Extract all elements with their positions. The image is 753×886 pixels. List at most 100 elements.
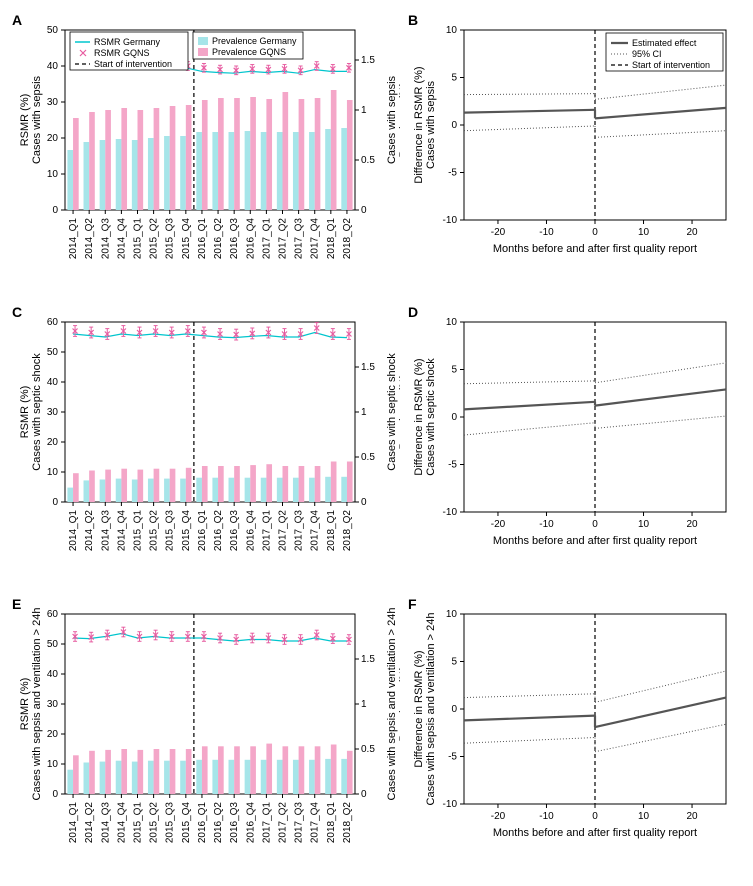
- svg-text:2015_Q4: 2015_Q4: [181, 510, 192, 552]
- svg-text:2015_Q3: 2015_Q3: [165, 802, 176, 844]
- svg-text:Prevalence GQNS: Prevalence GQNS: [212, 47, 286, 57]
- svg-text:5: 5: [451, 365, 457, 376]
- svg-text:2014_Q1: 2014_Q1: [68, 510, 79, 552]
- svg-text:Difference in RSMR (%): Difference in RSMR (%): [413, 650, 425, 767]
- svg-text:Months before and after first: Months before and after first quality re…: [493, 243, 697, 255]
- svg-text:-20: -20: [491, 519, 506, 530]
- svg-text:2017_Q4: 2017_Q4: [310, 510, 321, 552]
- svg-text:Cases with septic shock: Cases with septic shock: [386, 353, 398, 471]
- svg-text:40: 40: [47, 377, 59, 388]
- svg-text:30: 30: [47, 699, 59, 710]
- svg-text:RSMR (%): RSMR (%): [19, 94, 31, 147]
- svg-text:Cases with sepsis: Cases with sepsis: [31, 75, 43, 164]
- svg-text:10: 10: [446, 25, 458, 36]
- svg-text:60: 60: [47, 609, 59, 620]
- svg-text:2015_Q4: 2015_Q4: [181, 802, 192, 844]
- svg-text:Start of intervention: Start of intervention: [94, 59, 172, 69]
- svg-text:0: 0: [361, 789, 367, 800]
- svg-text:20: 20: [686, 519, 698, 530]
- svg-text:-10: -10: [443, 215, 458, 226]
- svg-text:2016_Q3: 2016_Q3: [229, 510, 240, 552]
- svg-text:2017_Q2: 2017_Q2: [278, 802, 289, 844]
- svg-text:10: 10: [47, 759, 59, 770]
- svg-text:40: 40: [47, 669, 59, 680]
- svg-text:-10: -10: [539, 811, 554, 822]
- svg-text:2016_Q1: 2016_Q1: [197, 510, 208, 552]
- svg-text:2015_Q2: 2015_Q2: [149, 218, 160, 260]
- panel-label: A: [12, 12, 22, 28]
- svg-text:2015_Q3: 2015_Q3: [165, 218, 176, 260]
- svg-text:2017_Q3: 2017_Q3: [294, 802, 305, 844]
- svg-text:2014_Q3: 2014_Q3: [100, 510, 111, 552]
- svg-text:RSMR (%): RSMR (%): [19, 386, 31, 439]
- svg-text:20: 20: [686, 811, 698, 822]
- svg-text:0: 0: [592, 811, 598, 822]
- svg-text:2016_Q4: 2016_Q4: [245, 510, 256, 552]
- svg-text:0: 0: [361, 205, 367, 216]
- svg-text:Cases with sepsis: Cases with sepsis: [386, 75, 398, 164]
- svg-text:1: 1: [361, 407, 367, 418]
- svg-text:5: 5: [451, 657, 457, 668]
- svg-text:2015_Q2: 2015_Q2: [149, 802, 160, 844]
- svg-text:2017_Q1: 2017_Q1: [261, 510, 272, 552]
- svg-text:10: 10: [47, 467, 59, 478]
- svg-text:Cases with septic shock: Cases with septic shock: [31, 353, 43, 471]
- svg-text:10: 10: [47, 169, 59, 180]
- svg-text:Cases with sepsis: Cases with sepsis: [425, 80, 437, 169]
- svg-text:2016_Q2: 2016_Q2: [213, 510, 224, 552]
- svg-text:1.5: 1.5: [361, 654, 375, 665]
- svg-text:0: 0: [52, 205, 58, 216]
- svg-text:50: 50: [47, 347, 59, 358]
- svg-text:2015_Q3: 2015_Q3: [165, 510, 176, 552]
- svg-text:0.5: 0.5: [361, 452, 375, 463]
- svg-text:Cases with sepsis and ventilat: Cases with sepsis and ventilation > 24h: [31, 608, 43, 801]
- svg-text:20: 20: [47, 437, 59, 448]
- svg-text:2016_Q4: 2016_Q4: [245, 218, 256, 260]
- svg-text:5: 5: [451, 73, 457, 84]
- svg-text:2014_Q4: 2014_Q4: [116, 218, 127, 260]
- svg-text:2015_Q2: 2015_Q2: [149, 510, 160, 552]
- svg-text:2017_Q1: 2017_Q1: [261, 218, 272, 260]
- svg-text:-10: -10: [443, 799, 458, 810]
- svg-text:0.5: 0.5: [361, 155, 375, 166]
- svg-text:-20: -20: [491, 227, 506, 238]
- svg-text:Cases with sepsis and ventilat: Cases with sepsis and ventilation > 24h: [425, 613, 437, 806]
- svg-text:2018_Q2: 2018_Q2: [342, 510, 353, 552]
- svg-text:-5: -5: [448, 168, 457, 179]
- svg-text:2018_Q2: 2018_Q2: [342, 802, 353, 844]
- svg-text:2014_Q2: 2014_Q2: [84, 218, 95, 260]
- svg-text:60: 60: [47, 317, 59, 328]
- svg-text:RSMR (%): RSMR (%): [19, 678, 31, 731]
- svg-text:2018_Q1: 2018_Q1: [326, 510, 337, 552]
- svg-text:2014_Q1: 2014_Q1: [68, 218, 79, 260]
- svg-text:0: 0: [451, 704, 457, 715]
- svg-text:10: 10: [638, 227, 650, 238]
- svg-text:0: 0: [592, 227, 598, 238]
- svg-text:20: 20: [47, 729, 59, 740]
- svg-text:2014_Q2: 2014_Q2: [84, 510, 95, 552]
- svg-text:0: 0: [52, 789, 58, 800]
- svg-text:Prevalence (%): Prevalence (%): [398, 82, 400, 157]
- svg-text:0: 0: [592, 519, 598, 530]
- svg-text:2018_Q2: 2018_Q2: [342, 218, 353, 260]
- svg-text:Prevalence Germany: Prevalence Germany: [212, 36, 297, 46]
- svg-text:2017_Q3: 2017_Q3: [294, 510, 305, 552]
- svg-text:0: 0: [451, 120, 457, 131]
- svg-text:Prevalence (%): Prevalence (%): [398, 666, 400, 741]
- svg-text:40: 40: [47, 61, 59, 72]
- svg-text:Cases with septic shock: Cases with septic shock: [425, 358, 437, 476]
- svg-text:1.5: 1.5: [361, 55, 375, 66]
- svg-text:Difference in RSMR (%): Difference in RSMR (%): [413, 66, 425, 183]
- svg-text:2015_Q1: 2015_Q1: [133, 802, 144, 844]
- svg-text:RSMR Germany: RSMR Germany: [94, 37, 161, 47]
- svg-text:20: 20: [47, 133, 59, 144]
- svg-text:Months before and after first: Months before and after first quality re…: [493, 535, 697, 547]
- panel-label: D: [408, 304, 418, 320]
- svg-text:2014_Q3: 2014_Q3: [100, 802, 111, 844]
- svg-text:95% CI: 95% CI: [632, 49, 662, 59]
- svg-text:2014_Q3: 2014_Q3: [100, 218, 111, 260]
- svg-text:50: 50: [47, 25, 59, 36]
- svg-text:0.5: 0.5: [361, 744, 375, 755]
- svg-text:50: 50: [47, 639, 59, 650]
- svg-text:-20: -20: [491, 811, 506, 822]
